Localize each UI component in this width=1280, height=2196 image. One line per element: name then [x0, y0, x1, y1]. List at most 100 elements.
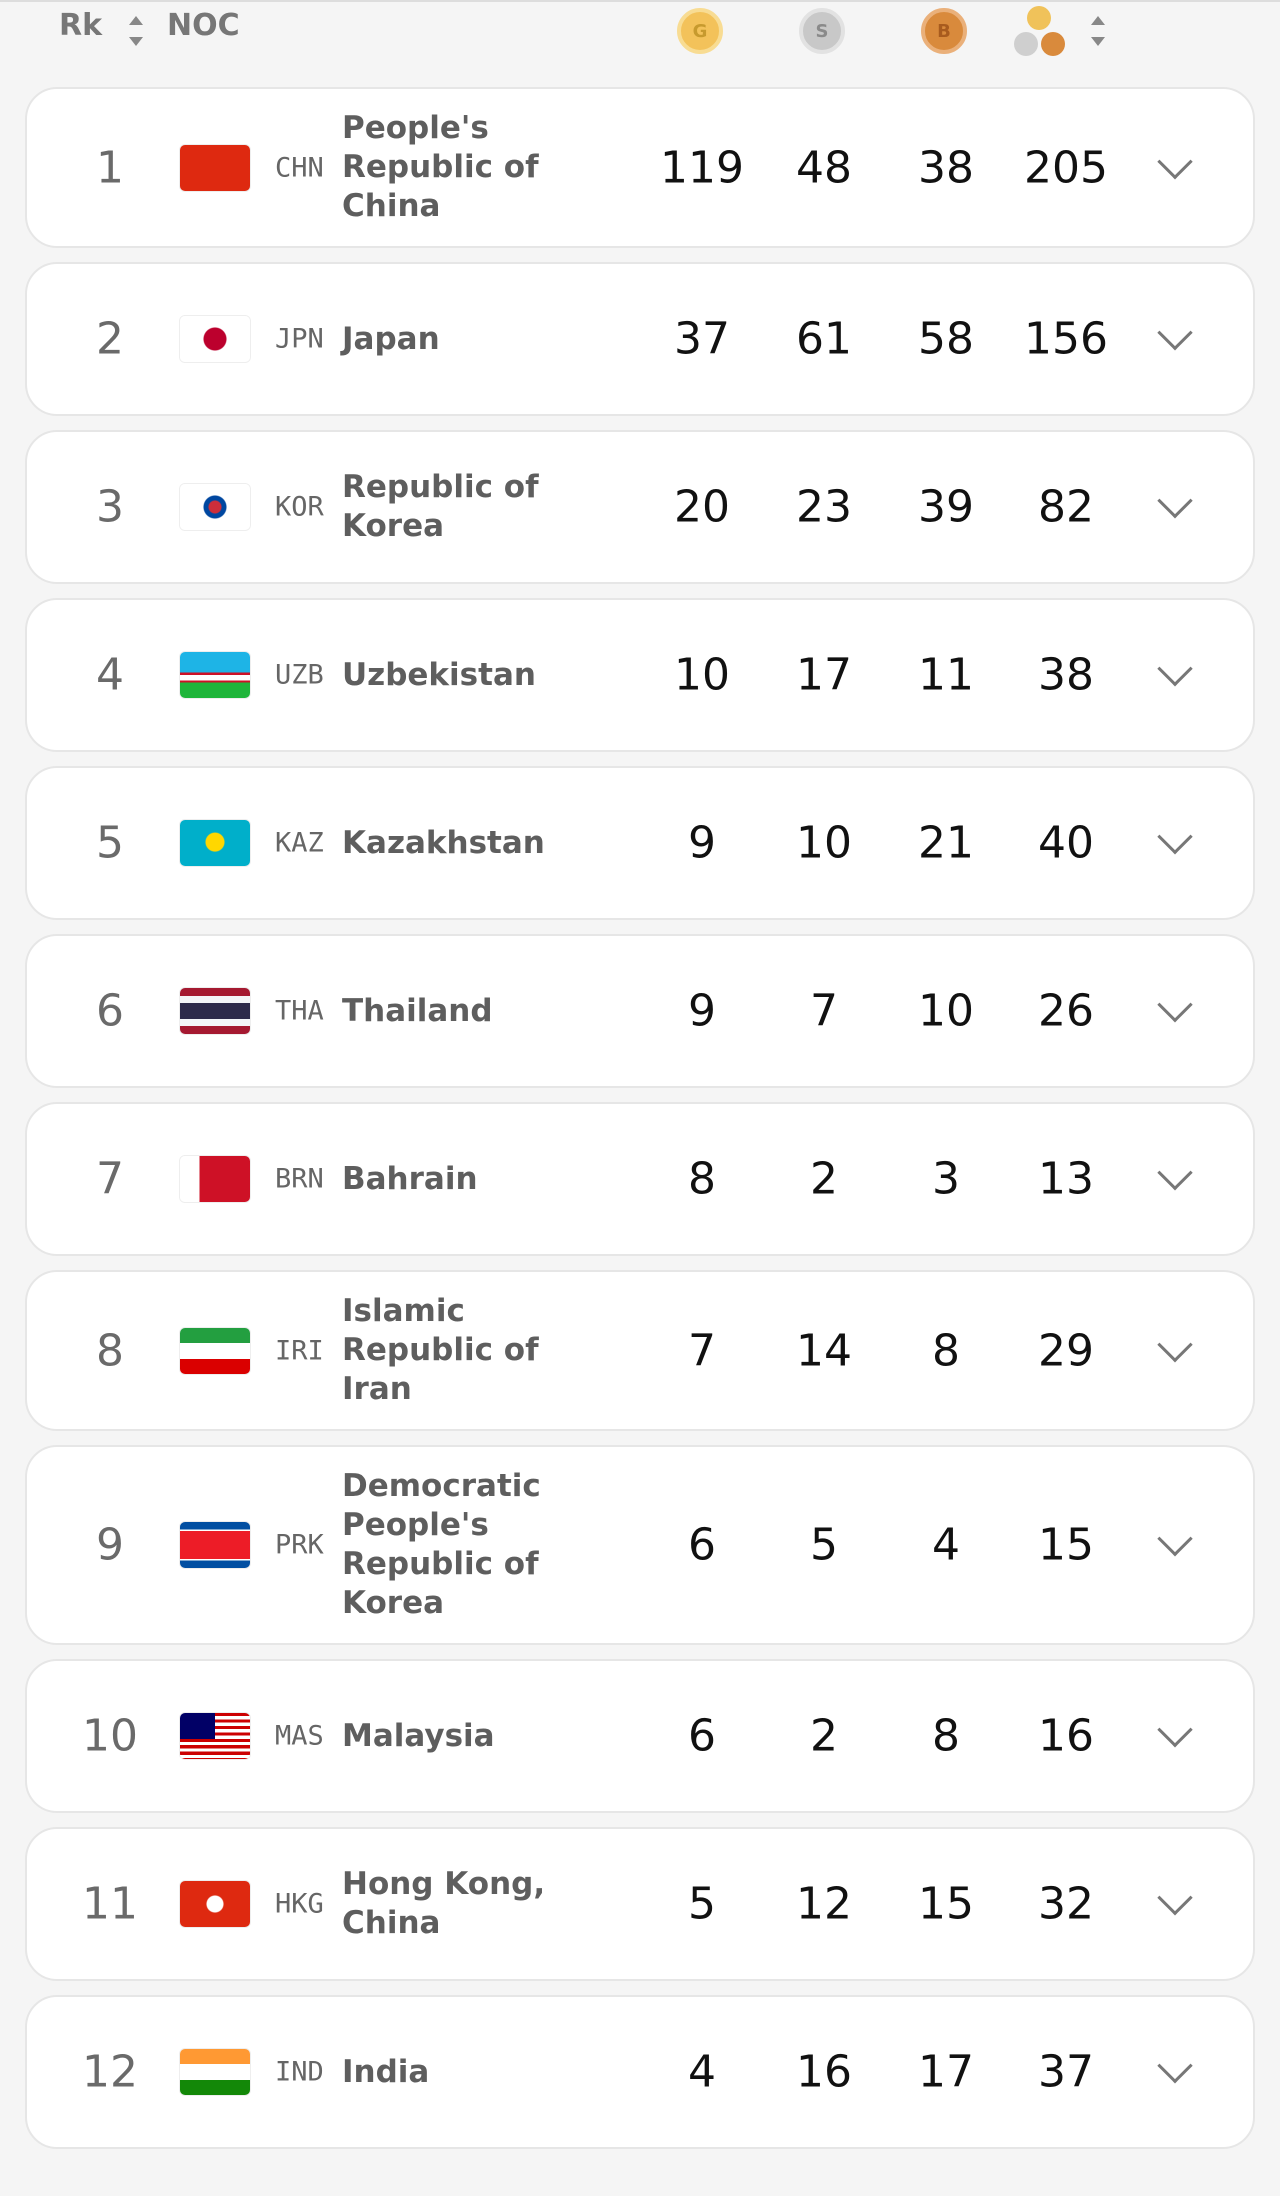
total-count: 156	[1024, 313, 1108, 365]
noc-code: IND	[275, 2056, 324, 2088]
rank: 1	[96, 142, 124, 193]
gold-count: 8	[688, 1153, 716, 1205]
country-name: Republic of Korea	[342, 469, 539, 544]
country-name: Islamic Republic of Iran	[342, 1293, 539, 1407]
medal-list: People's Republic of China 1 CHN 119 48 38 205…	[25, 87, 1255, 2163]
gold-count: 9	[688, 985, 716, 1037]
medal-row[interactable]: Democratic People's Republic of Korea 9 PR…	[25, 1445, 1255, 1645]
noc-code: UZB	[275, 659, 324, 691]
medal-row[interactable]: Japan 2 JPN 37 61 58 156	[25, 262, 1255, 416]
silver-count: 23	[796, 481, 852, 533]
total-icon	[1027, 6, 1051, 30]
gold-count: 5	[688, 1878, 716, 1930]
country-name: People's Republic of China	[342, 110, 539, 224]
country-name: Hong Kong, China	[342, 1866, 546, 1941]
flag	[180, 1713, 250, 1759]
total-count: 40	[1038, 817, 1094, 869]
noc-code: MAS	[275, 1720, 324, 1752]
bronze-header[interactable]: B	[921, 8, 967, 54]
rank: 2	[96, 313, 124, 365]
total-count: 29	[1038, 1325, 1094, 1376]
total-icon	[1014, 32, 1038, 56]
medal-row[interactable]: Republic of Korea 3 KOR 20 23 39 82	[25, 430, 1255, 584]
medal-row[interactable]: Hong Kong, China 11 HKG 5 12 15 32	[25, 1827, 1255, 1981]
silver-count: 14	[796, 1325, 852, 1376]
bronze-count: 4	[932, 1519, 960, 1571]
flag	[180, 1881, 250, 1927]
silver-count: 10	[796, 817, 852, 869]
silver-header[interactable]: S	[799, 8, 845, 54]
rank-header[interactable]: Rk	[59, 8, 103, 43]
table-header: Rk NOC G S B	[0, 0, 1280, 82]
medal-row[interactable]: India 12 IND 4 16 17 37	[25, 1995, 1255, 2149]
flag	[180, 820, 250, 866]
gold-count: 20	[674, 481, 730, 533]
flag	[180, 988, 250, 1034]
rank: 5	[96, 817, 124, 869]
silver-count: 5	[810, 1519, 838, 1571]
silver-count: 2	[810, 1153, 838, 1205]
silver-count: 48	[796, 142, 852, 193]
noc-code: THA	[275, 995, 324, 1027]
gold-count: 9	[688, 817, 716, 869]
silver-count: 61	[796, 313, 852, 365]
flag	[180, 1522, 250, 1568]
total-count: 15	[1038, 1519, 1094, 1571]
total-count: 38	[1038, 649, 1094, 701]
gold-count: 4	[688, 2046, 716, 2098]
sort-total[interactable]	[1091, 16, 1105, 46]
expand-chevron[interactable]	[1157, 483, 1193, 519]
rank: 4	[96, 649, 124, 701]
noc-code: JPN	[275, 323, 324, 355]
flag	[180, 1327, 250, 1374]
rank: 3	[96, 481, 124, 533]
total-count: 37	[1038, 2046, 1094, 2098]
rank: 12	[82, 2046, 138, 2098]
rank: 10	[82, 1710, 138, 1762]
bronze-count: 8	[932, 1710, 960, 1762]
silver-count: 16	[796, 2046, 852, 2098]
expand-chevron[interactable]	[1157, 315, 1193, 351]
medal-row[interactable]: Bahrain 7 BRN 8 2 3 13	[25, 1102, 1255, 1256]
expand-chevron[interactable]	[1157, 1712, 1193, 1748]
medal-row[interactable]: Islamic Republic of Iran 8 IRI 7 14 8 29	[25, 1270, 1255, 1431]
medal-row[interactable]: Thailand 6 THA 9 7 10 26	[25, 934, 1255, 1088]
country-name: Uzbekistan	[342, 656, 536, 693]
noc-code: BRN	[275, 1163, 324, 1195]
expand-chevron[interactable]	[1157, 1155, 1193, 1191]
medal-row[interactable]: People's Republic of China 1 CHN 119 48 38 205	[25, 87, 1255, 248]
sort-rank[interactable]	[129, 16, 143, 46]
medal-row[interactable]: Uzbekistan 4 UZB 10 17 11 38	[25, 598, 1255, 752]
country-name: Kazakhstan	[342, 824, 545, 861]
gold-count: 6	[688, 1710, 716, 1762]
expand-chevron[interactable]	[1157, 1326, 1193, 1362]
gold-header[interactable]: G	[677, 8, 723, 54]
expand-chevron[interactable]	[1157, 987, 1193, 1023]
expand-chevron[interactable]	[1157, 1521, 1193, 1557]
flag	[180, 316, 250, 362]
flag	[180, 652, 250, 698]
medal-row[interactable]: Kazakhstan 5 KAZ 9 10 21 40	[25, 766, 1255, 920]
gold-count: 119	[660, 142, 744, 193]
medal-row[interactable]: Malaysia 10 MAS 6 2 8 16	[25, 1659, 1255, 1813]
noc-code: PRK	[275, 1529, 324, 1561]
noc-code: KAZ	[275, 827, 324, 859]
expand-chevron[interactable]	[1157, 1880, 1193, 1916]
country-name: Democratic People's Republic of Korea	[342, 1468, 541, 1621]
country-name: Bahrain	[342, 1160, 478, 1197]
rank: 9	[96, 1519, 124, 1571]
bronze-count: 10	[918, 985, 974, 1037]
country-name: India	[342, 2053, 430, 2090]
expand-chevron[interactable]	[1157, 651, 1193, 687]
country-name: Thailand	[342, 992, 493, 1029]
noc-header[interactable]: NOC	[167, 8, 240, 43]
expand-chevron[interactable]	[1157, 819, 1193, 855]
expand-chevron[interactable]	[1157, 2048, 1193, 2084]
bronze-count: 21	[918, 817, 974, 869]
noc-code: HKG	[275, 1888, 324, 1920]
expand-chevron[interactable]	[1157, 143, 1193, 179]
gold-count: 10	[674, 649, 730, 701]
silver-count: 12	[796, 1878, 852, 1930]
